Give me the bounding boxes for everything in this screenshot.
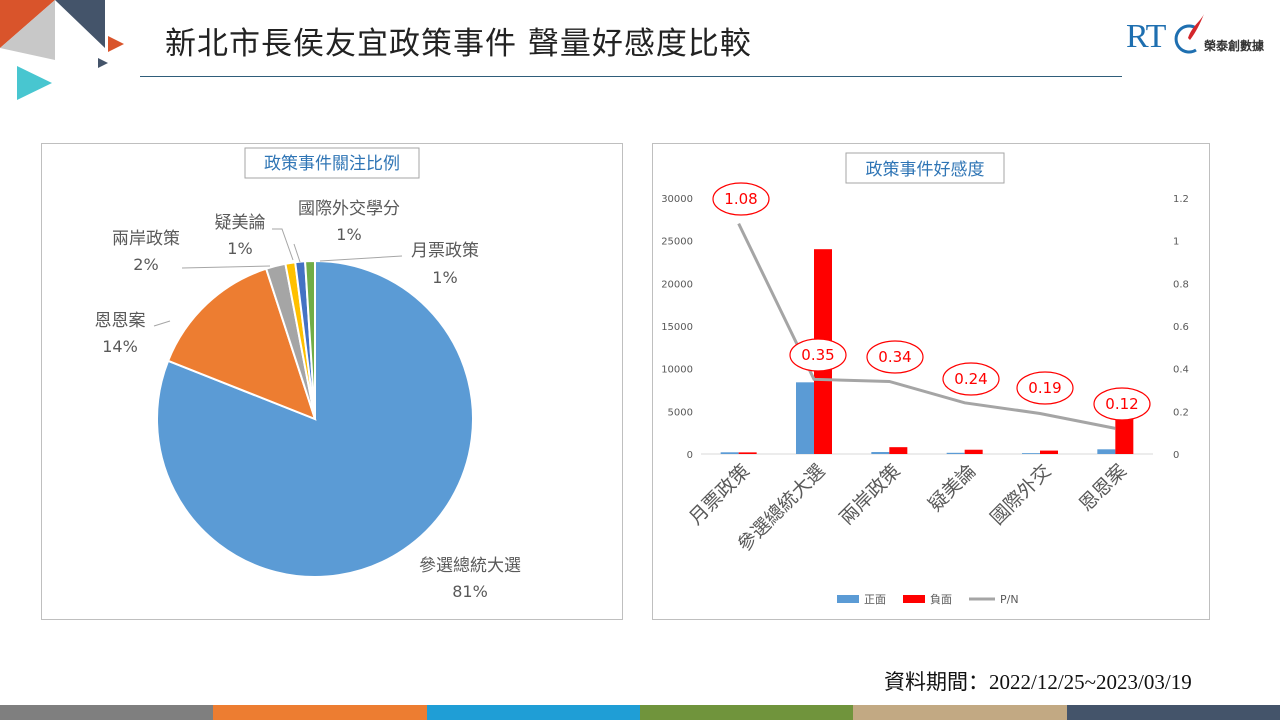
- pie-slice-label: 月票政策: [411, 241, 479, 261]
- pn-data-label: 0.12: [1105, 395, 1138, 413]
- right-axis-tick-label: 0.8: [1173, 279, 1189, 290]
- pn-label-ellipse: [866, 340, 924, 374]
- decor-triangle-teal: [17, 66, 52, 100]
- footer-segment: [853, 705, 1067, 720]
- bar-title-box: [845, 152, 1005, 184]
- pie-slice-label: 兩岸政策: [112, 229, 180, 249]
- pie-slice-label: 疑美論: [215, 213, 266, 233]
- left-axis-tick-label: 5000: [668, 407, 693, 418]
- bar-positive: [871, 452, 890, 454]
- pie-leader-line: [319, 255, 403, 262]
- pn-label-ellipse: [1093, 387, 1151, 421]
- bar-chart-panel: 政策事件好感度 0 5000 10000 15000 20000 25000 30000 0 0…: [652, 143, 1210, 620]
- pn-label-ellipse: [712, 182, 770, 216]
- decor-arrow-orange: [108, 36, 124, 52]
- bar-positive: [946, 452, 965, 454]
- bar-positive: [1022, 453, 1040, 454]
- left-axis-tick-label: 20000: [661, 279, 693, 290]
- footer-segment: [0, 705, 214, 720]
- corner-decoration: [0, 0, 124, 100]
- logo-c-mark: [1174, 14, 1204, 54]
- footer-segment: [426, 705, 640, 720]
- left-axis-tick-label: 15000: [661, 322, 693, 333]
- title-divider: [140, 76, 1122, 77]
- bar-title: 政策事件好感度: [866, 160, 985, 180]
- pn-data-label: 0.35: [801, 346, 834, 364]
- bar-negative: [1040, 450, 1058, 454]
- legend-swatch: [903, 595, 925, 603]
- pie-chart: 政策事件關注比例 參選總統大選 81% 恩恩案 14% 兩岸政策 2% 疑美論 1% 國際外交學…: [95, 147, 521, 601]
- pie-leader-line: [293, 243, 301, 263]
- pie-slice-percent: 2%: [133, 255, 158, 274]
- pie-title-box: [244, 147, 420, 179]
- decor-arrow-navy: [98, 58, 108, 68]
- decor-triangle-grey: [0, 0, 55, 60]
- pn-data-label: 1.08: [724, 190, 757, 208]
- pn-label-ellipse: [789, 338, 847, 372]
- pn-data-label: 0.24: [954, 370, 987, 388]
- pie-slice-label: 國際外交學分: [298, 199, 400, 219]
- decor-triangle-navy: [55, 0, 105, 48]
- right-axis-tick-label: 0.2: [1173, 407, 1189, 418]
- x-category-label: 國際外交: [986, 460, 1055, 529]
- x-category-label: 疑美論: [924, 460, 980, 516]
- right-axis-tick-label: 1.2: [1173, 194, 1189, 205]
- pie-slice-label: 參選總統大選: [419, 556, 521, 576]
- footer-segment: [639, 705, 854, 720]
- legend-swatch: [837, 595, 859, 603]
- pie-slice-percent: 1%: [432, 268, 457, 287]
- footer-color-bar: [0, 705, 1280, 720]
- slide-title: 新北市長侯友宜政策事件 聲量好感度比較: [165, 26, 752, 62]
- pie-slice-percent: 1%: [227, 239, 252, 258]
- pie-leader-line: [153, 320, 171, 327]
- x-category-label: 月票政策: [685, 460, 754, 529]
- right-axis-tick-label: 1: [1173, 237, 1179, 248]
- bar-positive: [720, 452, 739, 454]
- pn-label-ellipse: [942, 362, 1000, 396]
- bar-negative: [889, 447, 908, 454]
- pie-chart-panel: 政策事件關注比例 參選總統大選 81% 恩恩案 14% 兩岸政策 2% 疑美論 1% 國際外交學…: [41, 143, 623, 620]
- pn-data-label: 0.19: [1028, 379, 1061, 397]
- bar-negative: [738, 452, 757, 454]
- pie-leader-line: [181, 265, 271, 269]
- bar-chart: 政策事件好感度 0 5000 10000 15000 20000 25000 30000 0 0…: [661, 152, 1189, 606]
- logo-letters: RT: [1126, 18, 1166, 55]
- legend-label: 負面: [930, 593, 952, 606]
- pn-label-ellipse: [1016, 371, 1074, 405]
- logo-text: 榮泰創數據: [1204, 39, 1265, 53]
- legend-label: 正面: [864, 593, 886, 606]
- pie-slice: [304, 259, 316, 420]
- left-axis-tick-label: 30000: [661, 194, 693, 205]
- right-axis-tick-label: 0.4: [1173, 365, 1189, 376]
- pie-slice-percent: 14%: [102, 337, 138, 356]
- bar-positive: [796, 382, 814, 454]
- date-range: 資料期間：2022/12/25~2023/03/19: [884, 670, 1192, 694]
- left-axis-tick-label: 0: [687, 450, 693, 461]
- x-category-label: 兩岸政策: [836, 460, 905, 529]
- pie-slice-label: 恩恩案: [95, 311, 146, 331]
- pie-slice-percent: 81%: [452, 582, 488, 601]
- pn-data-label: 0.34: [878, 348, 911, 366]
- pie-title: 政策事件關注比例: [264, 154, 400, 174]
- right-axis-tick-label: 0.6: [1173, 322, 1189, 333]
- legend-label: P/N: [1000, 593, 1019, 606]
- bar-negative: [964, 449, 983, 454]
- pie-leader-line: [272, 228, 294, 261]
- footer-segment: [1066, 705, 1280, 720]
- x-category-label: 恩恩案: [1075, 460, 1131, 516]
- bar-positive: [1097, 449, 1116, 454]
- footer-segment: [213, 705, 427, 720]
- company-logo: RT 榮泰創數據: [1126, 12, 1276, 62]
- right-axis-tick-label: 0: [1173, 450, 1179, 461]
- left-axis-tick-label: 10000: [661, 365, 693, 376]
- pie-slice-percent: 1%: [336, 225, 361, 244]
- left-axis-tick-label: 25000: [661, 237, 693, 248]
- bar-negative: [1115, 415, 1134, 454]
